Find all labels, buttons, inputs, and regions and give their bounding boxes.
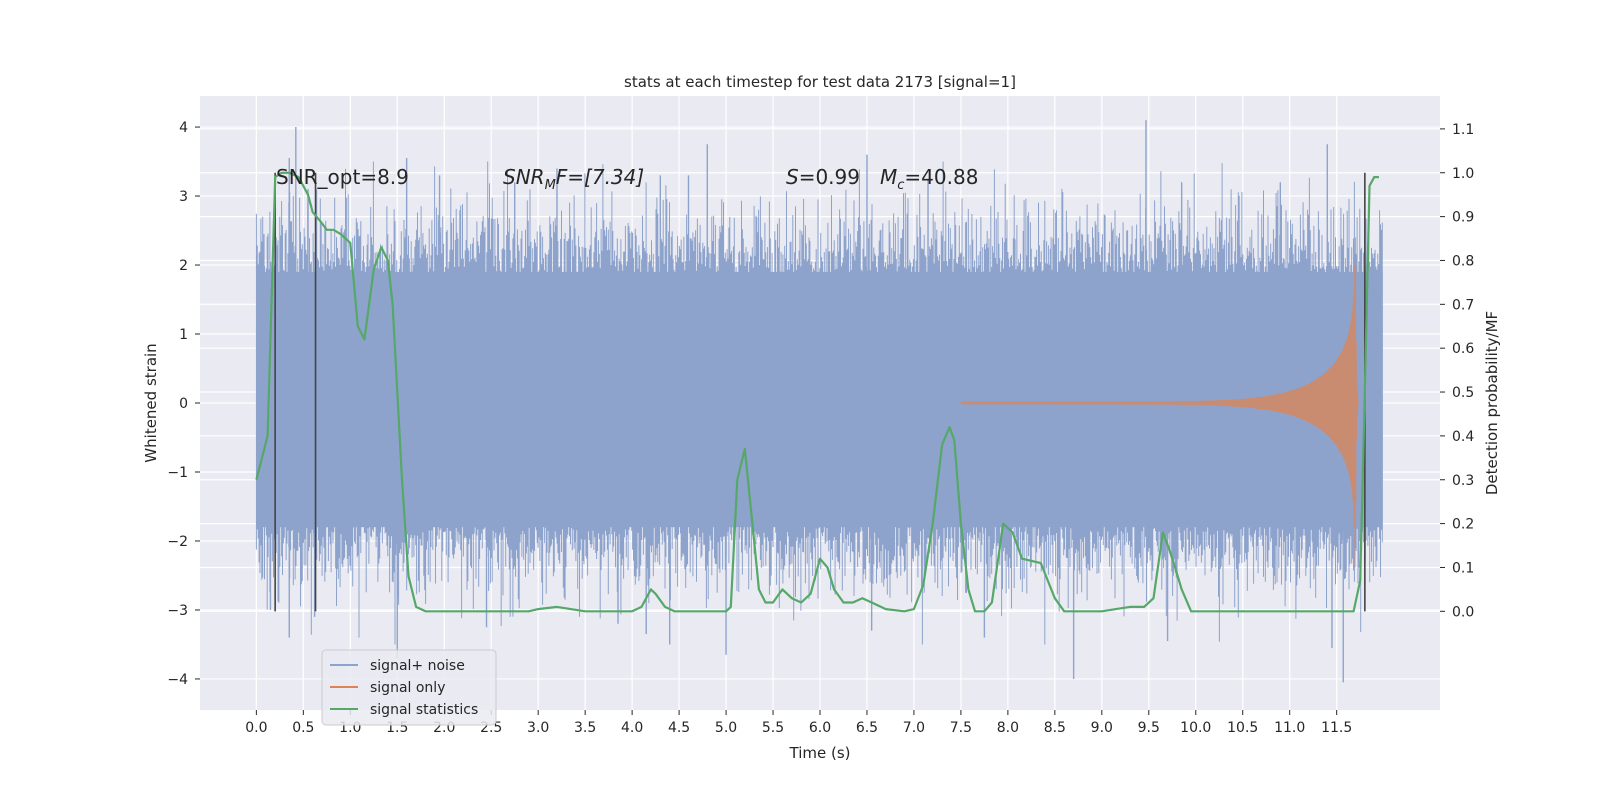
x-tick-label-0: 0.0 bbox=[245, 720, 267, 736]
y2-tick-label-10: 1.0 bbox=[1452, 166, 1474, 182]
x-tick-label-19: 9.5 bbox=[1138, 720, 1160, 736]
y-tick-label-7: 3 bbox=[179, 189, 188, 205]
annotation-snr-mf: SNRMF=[7.34] bbox=[503, 165, 644, 193]
y-tick-label-8: 4 bbox=[179, 120, 188, 136]
legend-label-signal-only: signal only bbox=[370, 680, 445, 696]
chirp-trace bbox=[960, 237, 1359, 568]
y-tick-label-1: −3 bbox=[167, 603, 188, 619]
y2-tick-label-0: 0.0 bbox=[1452, 604, 1474, 620]
y-tick-label-2: −2 bbox=[167, 534, 188, 550]
x-tick-label-16: 8.0 bbox=[997, 720, 1019, 736]
x-tick-label-17: 8.5 bbox=[1044, 720, 1066, 736]
x-tick-label-21: 10.5 bbox=[1227, 720, 1258, 736]
y-tick-label-6: 2 bbox=[179, 258, 188, 274]
x-tick-label-9: 4.5 bbox=[668, 720, 690, 736]
x-tick-label-10: 5.0 bbox=[715, 720, 737, 736]
annotation-s-value: =0.99 bbox=[799, 165, 860, 189]
y2-tick-label-11: 1.1 bbox=[1452, 122, 1474, 138]
annotation-mc-symbol: M bbox=[880, 165, 897, 189]
annotation-s: S=0.99 bbox=[786, 165, 860, 189]
legend-box bbox=[321, 649, 497, 726]
annotation-s-symbol: S bbox=[786, 165, 799, 189]
y2-tick-label-7: 0.7 bbox=[1452, 297, 1474, 313]
signal-statistics-line bbox=[255, 171, 1379, 613]
y-tick-label-0: −4 bbox=[167, 672, 188, 688]
y-tick-label-5: 1 bbox=[179, 327, 188, 343]
y2-tick-label-4: 0.4 bbox=[1452, 429, 1474, 445]
x-tick-label-18: 9.0 bbox=[1091, 720, 1113, 736]
y2-tick-label-8: 0.8 bbox=[1452, 253, 1474, 269]
x-tick-label-22: 11.0 bbox=[1274, 720, 1305, 736]
y2-tick-label-2: 0.2 bbox=[1452, 517, 1474, 533]
annotation-mc: Mc=40.88 bbox=[880, 165, 978, 193]
x-tick-label-7: 3.5 bbox=[574, 720, 596, 736]
y2-tick-label-6: 0.6 bbox=[1452, 341, 1474, 357]
y2-tick-label-5: 0.5 bbox=[1452, 385, 1474, 401]
annotation-snr-mf-prefix: SNR bbox=[503, 165, 545, 189]
x-tick-label-11: 5.5 bbox=[762, 720, 784, 736]
chart-title: stats at each timestep for test data 217… bbox=[624, 73, 1016, 91]
x-tick-label-23: 11.5 bbox=[1321, 720, 1352, 736]
x-tick-label-1: 0.5 bbox=[292, 720, 314, 736]
y-axis-label: Whitened strain bbox=[142, 343, 160, 462]
legend-label-signal-statistics: signal statistics bbox=[370, 702, 478, 718]
y2-tick-label-9: 0.9 bbox=[1452, 210, 1474, 226]
y2-axis-label: Detection probability/MF bbox=[1483, 311, 1501, 495]
legend-label-signal-noise: signal+ noise bbox=[370, 658, 465, 674]
y-tick-label-3: −1 bbox=[167, 465, 188, 481]
annotation-mc-value: =40.88 bbox=[904, 165, 978, 189]
x-tick-label-20: 10.0 bbox=[1180, 720, 1211, 736]
x-tick-label-6: 3.0 bbox=[527, 720, 549, 736]
x-tick-label-15: 7.5 bbox=[950, 720, 972, 736]
signal-only-series bbox=[960, 237, 1359, 568]
x-tick-label-13: 6.5 bbox=[856, 720, 878, 736]
x-tick-label-12: 6.0 bbox=[809, 720, 831, 736]
annotation-snr-mf-sub: M bbox=[545, 178, 556, 193]
x-tick-label-8: 4.0 bbox=[621, 720, 643, 736]
y-tick-label-4: 0 bbox=[179, 396, 188, 412]
y2-tick-label-3: 0.3 bbox=[1452, 473, 1474, 489]
annotation-snr-mf-rest: F=[7.34] bbox=[556, 165, 644, 189]
annotation-snr-opt: SNR_opt=8.9 bbox=[276, 165, 409, 189]
y2-tick-label-1: 0.1 bbox=[1452, 560, 1474, 576]
x-tick-label-14: 7.0 bbox=[903, 720, 925, 736]
annotation-mc-sub: c bbox=[897, 178, 904, 193]
noise-trace bbox=[255, 161, 1383, 645]
signal-noise-series bbox=[255, 120, 1383, 683]
x-axis-label: Time (s) bbox=[789, 744, 851, 762]
signal-statistics-series bbox=[255, 171, 1379, 613]
legend: signal+ noise signal only signal statist… bbox=[321, 649, 497, 726]
